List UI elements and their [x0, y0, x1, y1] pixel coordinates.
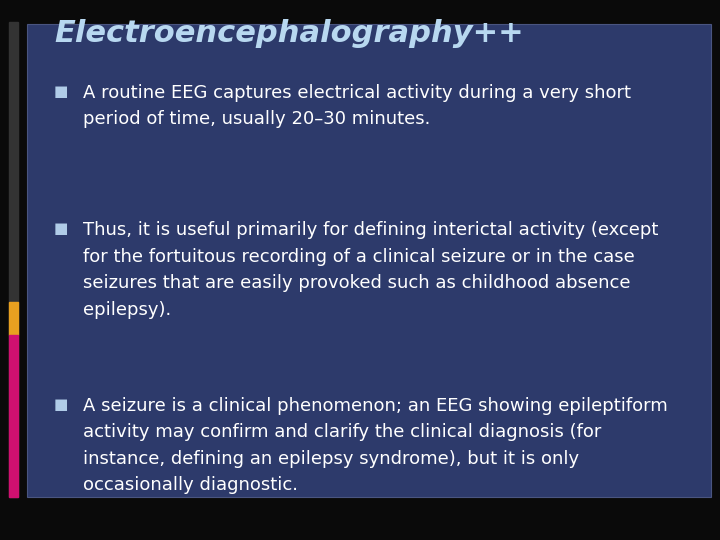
Text: Thus, it is useful primarily for defining interictal activity (except
for the fo: Thus, it is useful primarily for definin… — [83, 221, 658, 319]
Text: A seizure is a clinical phenomenon; an EEG showing epileptiform
activity may con: A seizure is a clinical phenomenon; an E… — [83, 397, 667, 494]
Text: A routine EEG captures electrical activity during a very short
period of time, u: A routine EEG captures electrical activi… — [83, 84, 631, 128]
Bar — [9, 335, 18, 497]
FancyBboxPatch shape — [27, 24, 711, 497]
Bar — [9, 302, 18, 335]
Text: Electroencephalography++: Electroencephalography++ — [54, 19, 523, 48]
Bar — [9, 22, 18, 497]
Text: ■: ■ — [54, 221, 68, 237]
Text: ■: ■ — [54, 397, 68, 412]
Text: ■: ■ — [54, 84, 68, 99]
